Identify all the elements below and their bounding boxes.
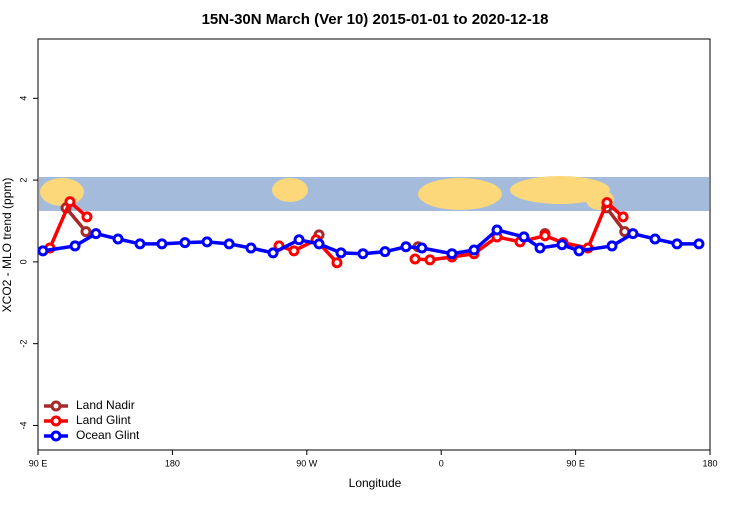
x-tick-label: 180 [702, 458, 717, 468]
point [671, 238, 683, 250]
point [64, 196, 76, 208]
point [331, 257, 343, 269]
point [556, 239, 568, 251]
x-tick-label: 90 E [29, 458, 48, 468]
y-tick-label: -4 [18, 421, 28, 429]
x-axis-label: Longitude [349, 476, 402, 490]
legend-label: Ocean Glint [76, 428, 140, 442]
point [606, 240, 618, 252]
point [573, 245, 585, 257]
series-line [64, 206, 627, 233]
point [80, 226, 92, 238]
point [313, 238, 325, 250]
chart-title: 15N-30N March (Ver 10) 2015-01-01 to 202… [202, 11, 549, 28]
point [400, 241, 412, 253]
point [379, 246, 391, 258]
legend-label: Land Nadir [76, 398, 135, 412]
x-tick-label: 90 E [566, 458, 585, 468]
y-axis-label: XCO2 - MLO trend (ppm) [0, 178, 14, 313]
point [134, 238, 146, 250]
point [534, 242, 546, 254]
point [617, 211, 629, 223]
point [267, 247, 279, 259]
point [627, 228, 639, 240]
x-tick-label: 180 [165, 458, 180, 468]
point [288, 245, 300, 257]
point [179, 237, 191, 249]
point [518, 231, 530, 243]
y-tick-label: 2 [18, 178, 28, 183]
legend-marker [50, 430, 62, 442]
point [81, 211, 93, 223]
point [416, 242, 428, 254]
point [201, 236, 213, 248]
point [90, 228, 102, 240]
legend-marker [50, 400, 62, 412]
point [245, 242, 257, 254]
point [424, 254, 436, 266]
point [649, 233, 661, 245]
point [409, 253, 421, 265]
x-tick-label: 0 [439, 458, 444, 468]
point [693, 238, 705, 250]
point [601, 197, 613, 209]
y-tick-label: 4 [18, 96, 28, 101]
point [491, 224, 503, 236]
legend-label: Land Glint [76, 413, 131, 427]
point [335, 247, 347, 259]
x-tick-label: 90 W [296, 458, 318, 468]
point [156, 238, 168, 250]
point [112, 233, 124, 245]
legend-marker [50, 415, 62, 427]
point [357, 248, 369, 260]
point [446, 248, 458, 260]
point [223, 238, 235, 250]
point [468, 244, 480, 256]
y-tick-label: -2 [18, 340, 28, 348]
point [539, 230, 551, 242]
point [293, 234, 305, 246]
y-tick-label: 0 [18, 259, 28, 264]
point [69, 240, 81, 252]
plot-frame [37, 38, 711, 451]
point [37, 245, 49, 257]
